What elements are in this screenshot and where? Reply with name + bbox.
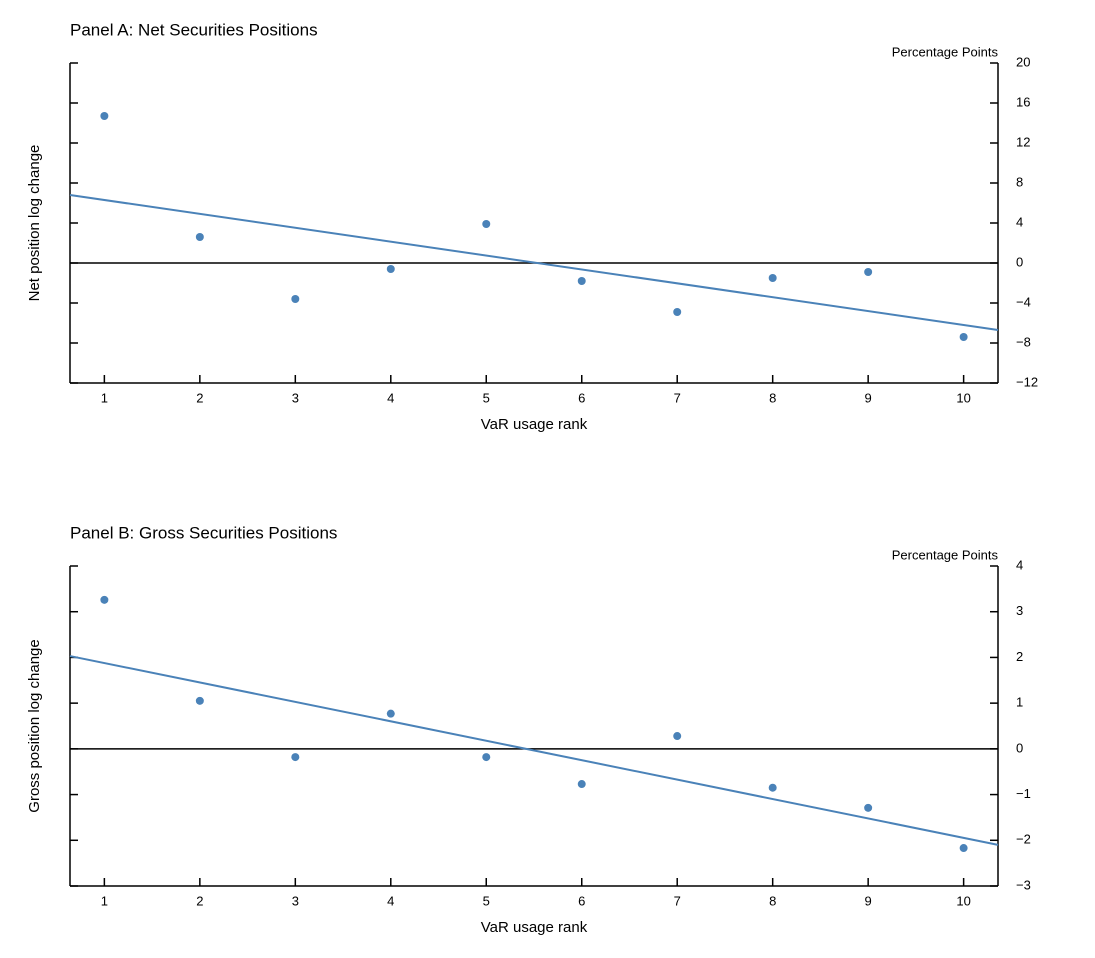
x-tick-label: 1 [101, 893, 108, 908]
x-tick-label: 7 [674, 893, 681, 908]
x-tick-label: 2 [196, 893, 203, 908]
point [959, 333, 968, 341]
x-tick-label: 3 [292, 390, 299, 405]
x-tick-label: 8 [769, 893, 776, 908]
x-axis-title: VaR usage rank [481, 919, 588, 936]
y-tick-label: 2 [1016, 649, 1023, 664]
point [482, 220, 491, 228]
x-tick-label: 9 [865, 390, 872, 405]
point [864, 268, 873, 276]
y-tick-label: 0 [1016, 254, 1023, 269]
point [195, 696, 204, 705]
x-tick-label: 3 [292, 893, 299, 908]
x-tick-label: 7 [674, 390, 681, 405]
chart-title: Panel B: Gross Securities Positions [70, 523, 337, 542]
point [673, 732, 682, 741]
x-tick-label: 2 [196, 390, 203, 405]
chart-title: Panel A: Net Securities Positions [70, 20, 318, 39]
point [482, 753, 491, 762]
y-tick-label: 0 [1016, 740, 1023, 755]
point [100, 112, 109, 120]
x-tick-label: 10 [956, 893, 970, 908]
x-tick-label: 5 [483, 390, 490, 405]
x-tick-label: 9 [865, 893, 872, 908]
y-tick-label: −12 [1016, 374, 1038, 389]
y-tick-label: −2 [1016, 832, 1031, 847]
fit-line [69, 655, 999, 846]
y-tick-label: −1 [1016, 786, 1031, 801]
y-tick-label: −4 [1016, 294, 1031, 309]
x-tick-label: 4 [387, 893, 394, 908]
fit-line [69, 194, 999, 331]
point [959, 844, 968, 853]
x-tick-label: 6 [578, 893, 585, 908]
y-tick-label: 3 [1016, 603, 1023, 618]
x-tick-label: 8 [769, 390, 776, 405]
x-tick-label: 10 [956, 390, 970, 405]
y-tick-label: 12 [1016, 134, 1030, 149]
x-axis-title: VaR usage rank [481, 416, 588, 433]
point [386, 709, 395, 718]
y-tick-label: 4 [1016, 214, 1023, 229]
point [768, 783, 777, 792]
point [291, 295, 300, 303]
y-tick-label: 16 [1016, 94, 1030, 109]
point [768, 274, 777, 282]
point [195, 233, 204, 241]
point [577, 780, 586, 789]
x-tick-label: 4 [387, 390, 394, 405]
y-tick-label: −3 [1016, 877, 1031, 892]
unit-label: Percentage Points [892, 44, 999, 59]
y-axis-title: Gross position log change [26, 639, 43, 812]
point [386, 265, 395, 273]
x-tick-label: 5 [483, 893, 490, 908]
y-tick-label: 8 [1016, 174, 1023, 189]
y-tick-label: −8 [1016, 334, 1031, 349]
y-tick-label: 4 [1016, 557, 1023, 572]
point [673, 308, 682, 316]
y-axis-title: Net position log change [26, 145, 43, 302]
y-tick-label: 1 [1016, 695, 1023, 710]
point [100, 595, 109, 604]
point [291, 753, 300, 762]
point [577, 277, 586, 285]
y-tick-label: 20 [1016, 54, 1030, 69]
unit-label: Percentage Points [892, 547, 999, 562]
x-tick-label: 1 [101, 390, 108, 405]
x-tick-label: 6 [578, 390, 585, 405]
point [864, 803, 873, 812]
